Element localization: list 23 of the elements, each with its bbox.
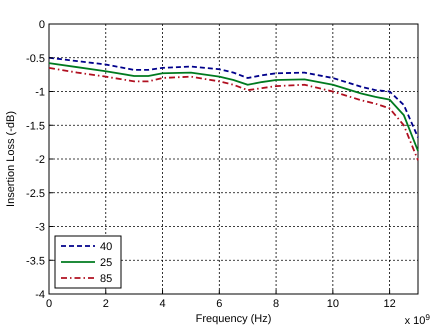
- y-tick-label: -1: [35, 86, 45, 98]
- line-series: [48, 56, 419, 138]
- y-tick-label: -3: [35, 222, 45, 234]
- x-tick-label: 8: [273, 298, 280, 310]
- y-tick-label: -2.5: [26, 188, 45, 200]
- y-tick-label: -3.5: [26, 255, 45, 268]
- x-tick-label: 4: [159, 298, 166, 310]
- x-tick-label: 0: [46, 298, 52, 310]
- legend-label: 25: [100, 257, 112, 269]
- y-axis-title: Insertion Loss (-dB): [5, 111, 17, 207]
- y-tick-label: -2: [35, 154, 45, 166]
- x-tick-label: 2: [102, 298, 109, 310]
- y-tick-label: -4: [35, 289, 45, 301]
- y-tick-label: -1.5: [26, 120, 45, 132]
- text: x 10$^{9}$: [404, 312, 430, 327]
- legend-label: 40: [100, 241, 112, 253]
- x-tick-label: 12: [383, 298, 396, 310]
- y-tick-label: 0: [38, 19, 45, 31]
- x-axis-title: Frequency (Hz): [196, 313, 272, 325]
- legend-label: 85: [100, 273, 112, 285]
- y-tick-label: -0.5: [26, 52, 45, 65]
- x-tick-label: 6: [216, 298, 222, 310]
- x-tick-label: 10: [326, 298, 339, 310]
